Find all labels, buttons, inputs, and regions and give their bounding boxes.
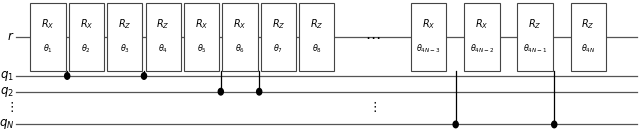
Text: $R_{X}$: $R_{X}$ — [422, 18, 436, 31]
Text: $R_{X}$: $R_{X}$ — [79, 18, 93, 31]
Ellipse shape — [141, 73, 147, 79]
Text: $\theta_3$: $\theta_3$ — [120, 43, 130, 55]
FancyBboxPatch shape — [69, 3, 104, 71]
Text: $q_1$: $q_1$ — [0, 69, 14, 83]
Text: $R_{Z}$: $R_{Z}$ — [118, 18, 132, 31]
Text: $\theta_4$: $\theta_4$ — [158, 43, 168, 55]
Text: $\theta_2$: $\theta_2$ — [81, 43, 92, 55]
Text: $q_N$: $q_N$ — [0, 118, 14, 131]
Text: $q_2$: $q_2$ — [0, 85, 14, 99]
Text: $\theta_6$: $\theta_6$ — [235, 43, 245, 55]
Ellipse shape — [453, 121, 458, 128]
Text: $\theta_8$: $\theta_8$ — [312, 43, 322, 55]
Text: $R_{X}$: $R_{X}$ — [41, 18, 55, 31]
Text: $\theta_1$: $\theta_1$ — [43, 43, 53, 55]
FancyBboxPatch shape — [465, 3, 500, 71]
FancyBboxPatch shape — [146, 3, 181, 71]
Text: $\theta_5$: $\theta_5$ — [196, 43, 207, 55]
Ellipse shape — [218, 88, 223, 95]
Text: $r$: $r$ — [6, 30, 14, 43]
FancyBboxPatch shape — [31, 3, 66, 71]
Text: $\theta_{4N-1}$: $\theta_{4N-1}$ — [523, 43, 547, 55]
Text: $\vdots$: $\vdots$ — [368, 100, 377, 114]
Text: $\theta_{4N}$: $\theta_{4N}$ — [581, 43, 595, 55]
FancyBboxPatch shape — [518, 3, 553, 71]
Text: $R_{X}$: $R_{X}$ — [475, 18, 489, 31]
FancyBboxPatch shape — [261, 3, 296, 71]
Ellipse shape — [552, 121, 557, 128]
Text: $R_{Z}$: $R_{Z}$ — [156, 18, 170, 31]
Text: $\cdots$: $\cdots$ — [365, 29, 380, 44]
FancyBboxPatch shape — [412, 3, 447, 71]
Text: $R_{Z}$: $R_{Z}$ — [271, 18, 285, 31]
FancyBboxPatch shape — [571, 3, 606, 71]
Text: $R_{Z}$: $R_{Z}$ — [581, 18, 595, 31]
FancyBboxPatch shape — [108, 3, 143, 71]
Ellipse shape — [65, 73, 70, 79]
Text: $R_{Z}$: $R_{Z}$ — [310, 18, 324, 31]
FancyBboxPatch shape — [184, 3, 219, 71]
Text: $R_{X}$: $R_{X}$ — [195, 18, 209, 31]
Text: $R_{Z}$: $R_{Z}$ — [528, 18, 542, 31]
Text: $\theta_{4N-3}$: $\theta_{4N-3}$ — [417, 43, 441, 55]
Text: $\theta_7$: $\theta_7$ — [273, 43, 284, 55]
Text: $\theta_{4N-2}$: $\theta_{4N-2}$ — [470, 43, 494, 55]
Ellipse shape — [257, 88, 262, 95]
FancyBboxPatch shape — [300, 3, 334, 71]
Text: $\vdots$: $\vdots$ — [5, 100, 14, 114]
Text: $R_{X}$: $R_{X}$ — [233, 18, 247, 31]
FancyBboxPatch shape — [223, 3, 257, 71]
